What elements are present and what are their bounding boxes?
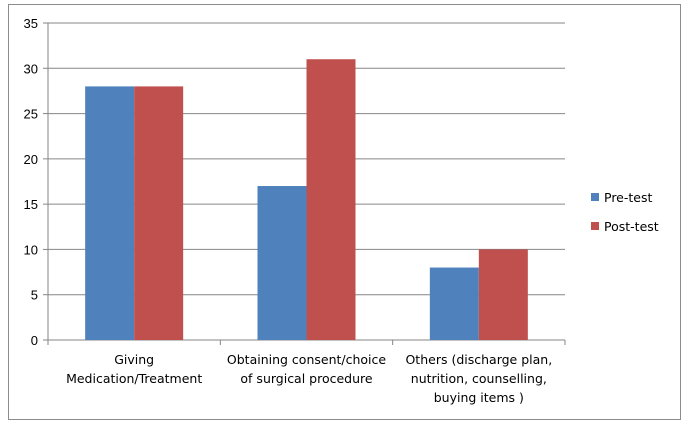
bar-post-test-2	[478, 249, 528, 340]
y-tick-label-5: 5	[31, 288, 38, 303]
x-category-label-2-line-2: buying items )	[434, 390, 524, 405]
legend-swatch-1	[591, 222, 599, 230]
legend-label-1: Post-test	[604, 219, 659, 234]
bar-post-test-1	[306, 59, 356, 340]
y-tick-label-25: 25	[24, 107, 38, 122]
x-category-label-2-line-0: Others (discharge plan,	[405, 352, 552, 367]
y-tick-label-0: 0	[31, 333, 38, 348]
y-tick-label-10: 10	[24, 242, 38, 257]
x-category-label-1-line-0: Obtaining consent/choice	[227, 352, 387, 367]
bar-pre-test-0	[85, 86, 135, 341]
legend-swatch-0	[591, 193, 599, 201]
x-category-label-2-line-1: nutrition, counselling,	[411, 371, 547, 386]
y-tick-label-30: 30	[24, 61, 38, 76]
x-category-label-0-line-1: Medication/Treatment	[66, 371, 202, 386]
y-tick-label-35: 35	[24, 16, 38, 31]
x-category-label-0-line-0: Giving	[114, 352, 154, 367]
y-tick-label-15: 15	[24, 197, 38, 212]
bar-pre-test-2	[429, 267, 479, 340]
bar-post-test-0	[134, 86, 184, 341]
y-tick-label-20: 20	[24, 152, 38, 167]
legend-label-0: Pre-test	[604, 190, 652, 205]
bar-pre-test-1	[257, 186, 307, 340]
x-category-label-1-line-1: of surgical procedure	[240, 371, 372, 386]
